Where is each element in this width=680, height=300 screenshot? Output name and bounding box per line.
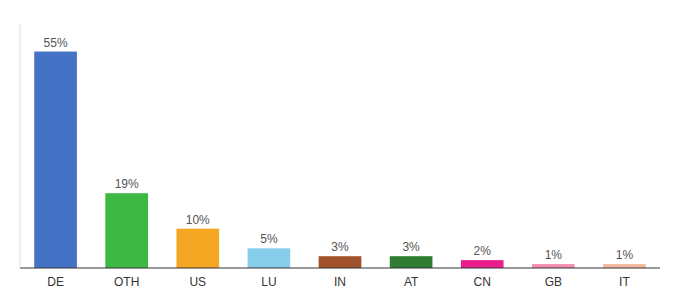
x-tick-label: IN: [334, 275, 346, 289]
bar: [319, 256, 362, 268]
page: {"chart_data": {"type": "bar", "categori…: [0, 0, 680, 300]
x-tick-label: IT: [619, 275, 630, 289]
data-labels: 55% 19% 10% 5% 3% 3% 2% 1% 1%: [44, 36, 634, 263]
bar: [34, 52, 77, 268]
bar: [105, 193, 148, 268]
x-tick-label: DE: [47, 275, 64, 289]
data-label: 55%: [44, 36, 68, 50]
x-tick-label: AT: [404, 275, 419, 289]
bars: [34, 52, 646, 268]
chart-container: 55% 19% 10% 5% 3% 3% 2% 1% 1% DE OTH US LU IN AT CN GB IT: [0, 0, 680, 300]
data-label: 5%: [260, 232, 278, 246]
bar: [603, 264, 646, 268]
x-axis: DE OTH US LU IN AT CN GB IT: [20, 268, 660, 289]
x-tick-label: CN: [474, 275, 491, 289]
bar: [176, 229, 219, 268]
data-label: 3%: [331, 240, 349, 254]
data-label: 1%: [616, 248, 634, 262]
bar: [532, 264, 575, 268]
bar: [390, 256, 433, 268]
data-label: 3%: [402, 240, 420, 254]
bar: [248, 248, 291, 268]
x-tick-label: GB: [545, 275, 562, 289]
x-tick-label: OTH: [114, 275, 139, 289]
x-axis-line: [20, 268, 660, 269]
y-axis-line: [20, 24, 21, 268]
bar: [461, 260, 504, 268]
x-tick-label: US: [189, 275, 206, 289]
data-label: 2%: [474, 244, 492, 258]
x-tick-label: LU: [261, 275, 276, 289]
chart-svg: 55% 19% 10% 5% 3% 3% 2% 1% 1% DE OTH US LU IN AT CN GB IT: [0, 0, 680, 300]
data-label: 10%: [186, 213, 210, 227]
data-label: 1%: [545, 248, 563, 262]
data-label: 19%: [115, 177, 139, 191]
